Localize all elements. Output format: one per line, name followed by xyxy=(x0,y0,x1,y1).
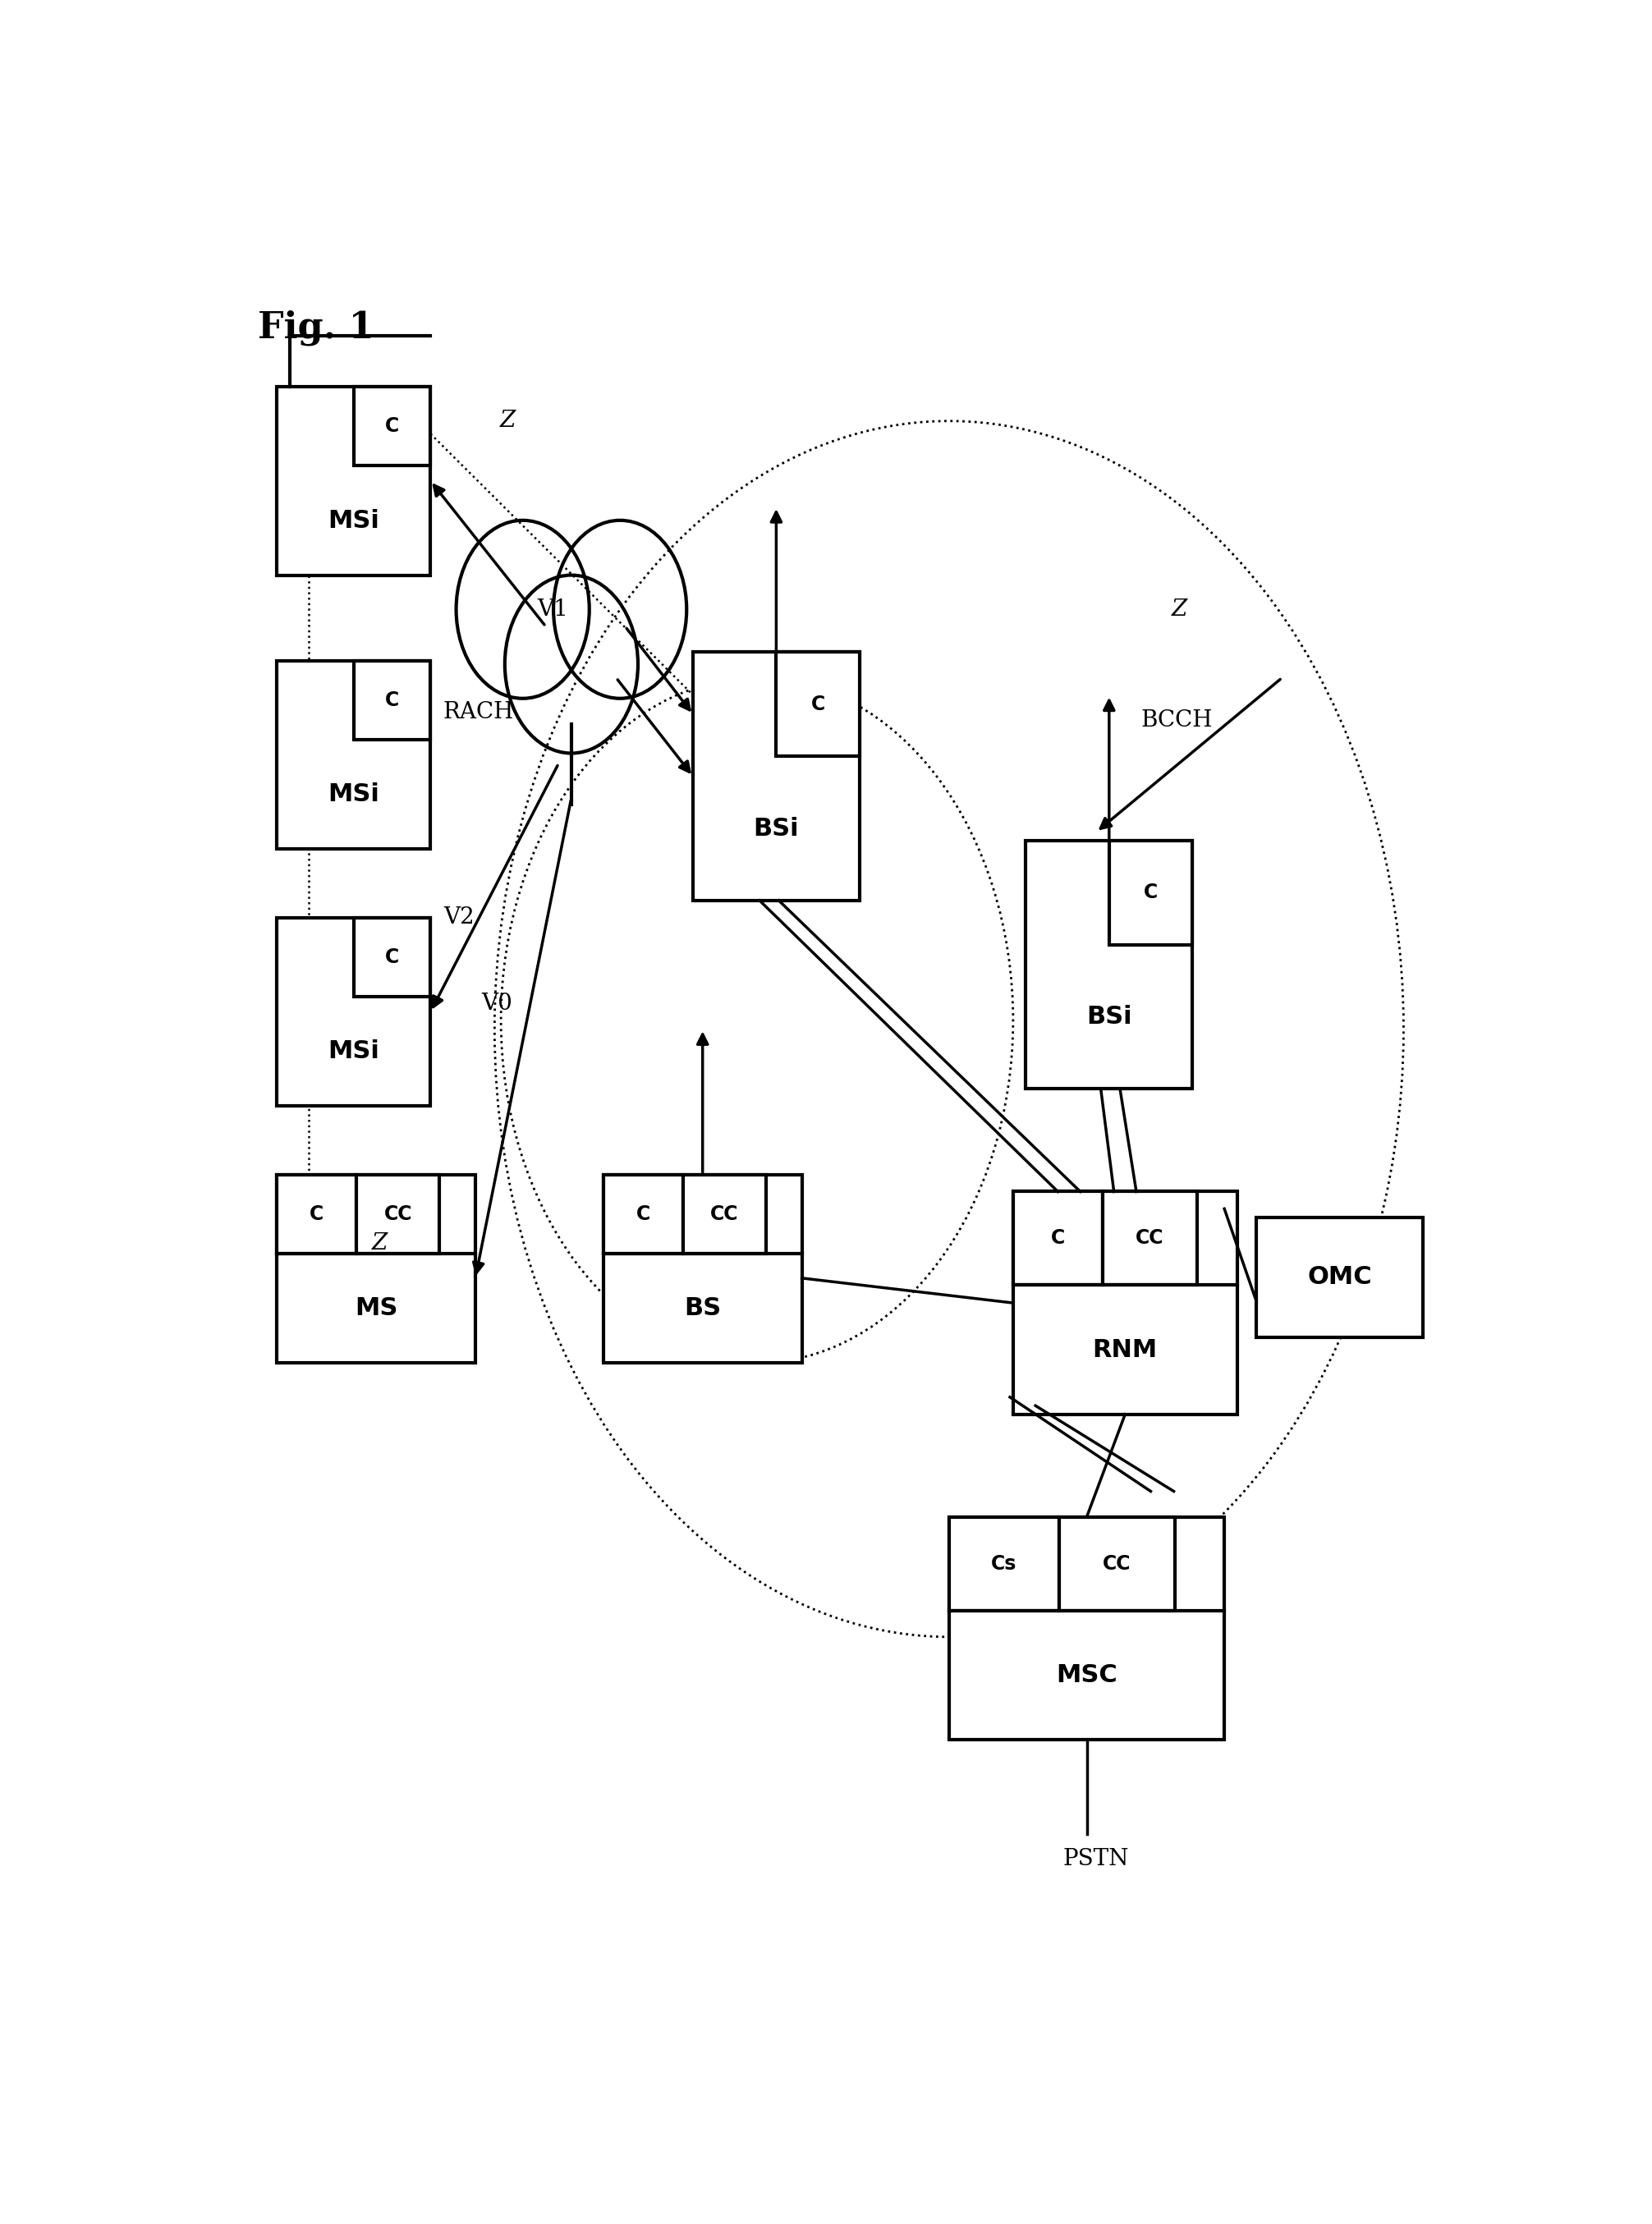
Bar xyxy=(682,1174,767,1254)
Bar xyxy=(692,652,859,901)
Bar xyxy=(1013,1192,1102,1285)
Text: Z: Z xyxy=(1171,598,1188,620)
Bar xyxy=(278,661,431,850)
Text: MSi: MSi xyxy=(327,1039,380,1063)
Text: CC: CC xyxy=(383,1203,411,1223)
Text: RACH: RACH xyxy=(443,701,514,723)
Bar xyxy=(278,919,431,1105)
Text: C: C xyxy=(385,947,400,967)
Text: OMC: OMC xyxy=(1307,1265,1371,1290)
Bar xyxy=(278,1174,476,1363)
Bar xyxy=(1013,1192,1237,1414)
Bar xyxy=(1256,1217,1422,1337)
Text: V1: V1 xyxy=(537,598,568,620)
Bar xyxy=(603,1174,801,1363)
Bar xyxy=(1059,1517,1175,1610)
Text: C: C xyxy=(636,1203,651,1223)
Bar xyxy=(354,919,431,996)
Text: MSC: MSC xyxy=(1056,1664,1117,1688)
Bar xyxy=(278,1174,357,1254)
Text: RNM: RNM xyxy=(1092,1339,1158,1361)
Bar xyxy=(603,1174,682,1254)
Text: MS: MS xyxy=(355,1297,398,1321)
Text: C: C xyxy=(385,689,400,709)
Text: C: C xyxy=(1051,1228,1066,1248)
Bar xyxy=(948,1517,1059,1610)
Text: BSi: BSi xyxy=(1087,1005,1132,1030)
Bar xyxy=(354,387,431,465)
Bar xyxy=(278,387,431,576)
Text: MSi: MSi xyxy=(327,783,380,807)
Text: BS: BS xyxy=(684,1297,722,1321)
Text: MSi: MSi xyxy=(327,509,380,532)
Text: CC: CC xyxy=(1104,1555,1132,1575)
Text: V2: V2 xyxy=(443,907,474,930)
Text: V0: V0 xyxy=(482,992,512,1014)
Text: PSTN: PSTN xyxy=(1064,1848,1130,1870)
Text: CC: CC xyxy=(710,1203,738,1223)
Bar xyxy=(1104,1192,1196,1285)
Bar xyxy=(776,652,859,756)
Bar xyxy=(354,661,431,741)
Bar xyxy=(948,1517,1224,1739)
Text: C: C xyxy=(811,694,824,714)
Text: Z: Z xyxy=(499,409,515,431)
Text: Cs: Cs xyxy=(991,1555,1018,1575)
Text: C: C xyxy=(309,1203,324,1223)
Bar xyxy=(357,1174,439,1254)
Bar xyxy=(1026,841,1193,1090)
Text: BSi: BSi xyxy=(753,816,800,841)
Text: BCCH: BCCH xyxy=(1142,709,1213,732)
Text: CC: CC xyxy=(1135,1228,1165,1248)
Text: Z: Z xyxy=(372,1232,387,1254)
Text: C: C xyxy=(385,416,400,436)
Bar xyxy=(1108,841,1193,945)
Text: Fig. 1: Fig. 1 xyxy=(258,309,373,345)
Text: C: C xyxy=(1143,883,1158,903)
